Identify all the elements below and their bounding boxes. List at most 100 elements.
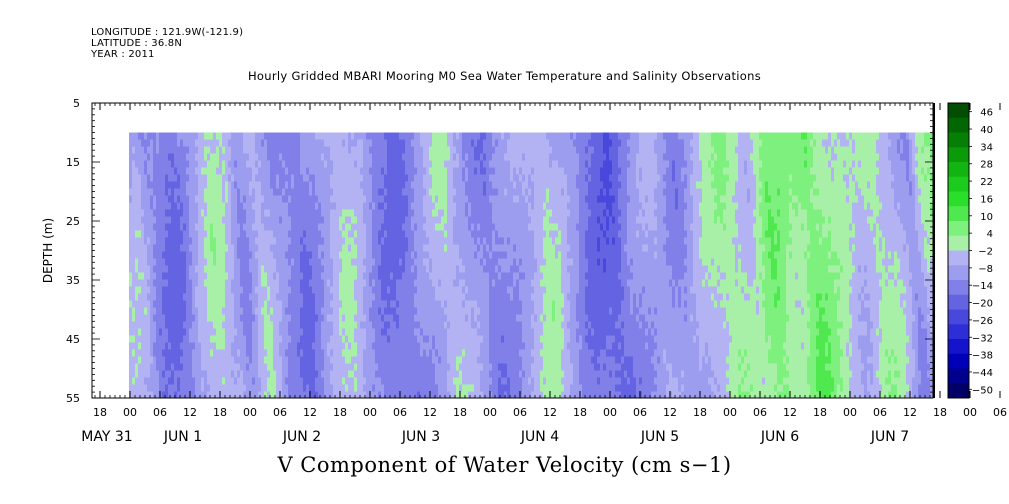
heatmap-cell: [438, 356, 442, 364]
heatmap-cell: [402, 209, 406, 217]
heatmap-cell: [135, 202, 139, 210]
heatmap-cell: [180, 314, 184, 322]
heatmap-cell: [234, 195, 238, 203]
heatmap-cell: [390, 279, 394, 287]
heatmap-cell: [132, 202, 136, 210]
heatmap-cell: [198, 279, 202, 287]
heatmap-cell: [195, 160, 199, 168]
heatmap-cell: [162, 342, 166, 350]
heatmap-cell: [297, 202, 301, 210]
heatmap-cell: [510, 321, 514, 329]
heatmap-cell: [312, 237, 316, 245]
heatmap-cell: [171, 370, 175, 378]
heatmap-cell: [249, 188, 253, 196]
heatmap-cell: [522, 146, 526, 154]
heatmap-cell: [267, 314, 271, 322]
heatmap-cell: [378, 258, 382, 266]
heatmap-cell: [465, 188, 469, 196]
heatmap-cell: [438, 146, 442, 154]
heatmap-cell: [291, 195, 295, 203]
heatmap-cell: [246, 272, 250, 280]
heatmap-cell: [330, 279, 334, 287]
heatmap-cell: [189, 237, 193, 245]
heatmap-cell: [459, 251, 463, 259]
heatmap-cell: [417, 216, 421, 224]
heatmap-cell: [249, 174, 253, 182]
heatmap-cell: [315, 230, 319, 238]
heatmap-cell: [324, 377, 328, 385]
heatmap-cell: [453, 349, 457, 357]
heatmap-cell: [216, 139, 220, 147]
heatmap-cell: [507, 167, 511, 175]
heatmap-cell: [132, 384, 136, 392]
heatmap-cell: [465, 202, 469, 210]
heatmap-cell: [261, 139, 265, 147]
heatmap-cell: [456, 384, 460, 392]
heatmap-cell: [195, 272, 199, 280]
heatmap-cell: [171, 356, 175, 364]
heatmap-cell: [225, 286, 229, 294]
heatmap-cell: [438, 216, 442, 224]
heatmap-cell: [273, 335, 277, 343]
heatmap-cell: [480, 174, 484, 182]
heatmap-cell: [336, 202, 340, 210]
heatmap-cell: [336, 272, 340, 280]
heatmap-cell: [465, 370, 469, 378]
heatmap-cell: [246, 181, 250, 189]
heatmap-cell: [159, 321, 163, 329]
heatmap-cell: [240, 244, 244, 252]
heatmap-cell: [267, 293, 271, 301]
heatmap-cell: [129, 237, 133, 245]
heatmap-cell: [150, 307, 154, 315]
heatmap-cell: [492, 314, 496, 322]
heatmap-cell: [159, 153, 163, 161]
heatmap-cell: [453, 167, 457, 175]
heatmap-cell: [471, 188, 475, 196]
heatmap-cell: [255, 384, 259, 392]
heatmap-cell: [153, 356, 157, 364]
heatmap-cell: [513, 230, 517, 238]
heatmap-cell: [372, 251, 376, 259]
heatmap-cell: [195, 349, 199, 357]
heatmap-cell: [288, 293, 292, 301]
heatmap-cell: [477, 349, 481, 357]
heatmap-cell: [435, 216, 439, 224]
heatmap-cell: [213, 384, 217, 392]
heatmap-cell: [144, 363, 148, 371]
heatmap-cell: [138, 328, 142, 336]
heatmap-cell: [372, 244, 376, 252]
heatmap-cell: [480, 195, 484, 203]
heatmap-cell: [309, 307, 313, 315]
heatmap-cell: [360, 223, 364, 231]
heatmap-cell: [426, 377, 430, 385]
heatmap-cell: [420, 342, 424, 350]
heatmap-cell: [438, 342, 442, 350]
heatmap-cell: [420, 174, 424, 182]
heatmap-cell: [357, 265, 361, 273]
heatmap-cell: [345, 279, 349, 287]
heatmap-cell: [282, 328, 286, 336]
heatmap-cell: [453, 188, 457, 196]
heatmap-cell: [174, 209, 178, 217]
heatmap-cell: [450, 244, 454, 252]
heatmap-cell: [324, 223, 328, 231]
heatmap-cell: [360, 251, 364, 259]
heatmap-cell: [477, 342, 481, 350]
heatmap-cell: [135, 265, 139, 273]
heatmap-cell: [522, 139, 526, 147]
heatmap-cell: [453, 132, 457, 140]
heatmap-cell: [147, 251, 151, 259]
heatmap-cell: [477, 195, 481, 203]
heatmap-cell: [396, 349, 400, 357]
heatmap-cell: [396, 216, 400, 224]
heatmap-cell: [147, 209, 151, 217]
heatmap-cell: [276, 293, 280, 301]
heatmap-cell: [387, 181, 391, 189]
heatmap-cell: [420, 181, 424, 189]
heatmap-cell: [255, 181, 259, 189]
heatmap-cell: [429, 363, 433, 371]
heatmap-cell: [519, 237, 523, 245]
heatmap-cell: [312, 349, 316, 357]
latitude-label: LATITUDE : 36.8N: [91, 38, 183, 49]
heatmap-cell: [465, 251, 469, 259]
